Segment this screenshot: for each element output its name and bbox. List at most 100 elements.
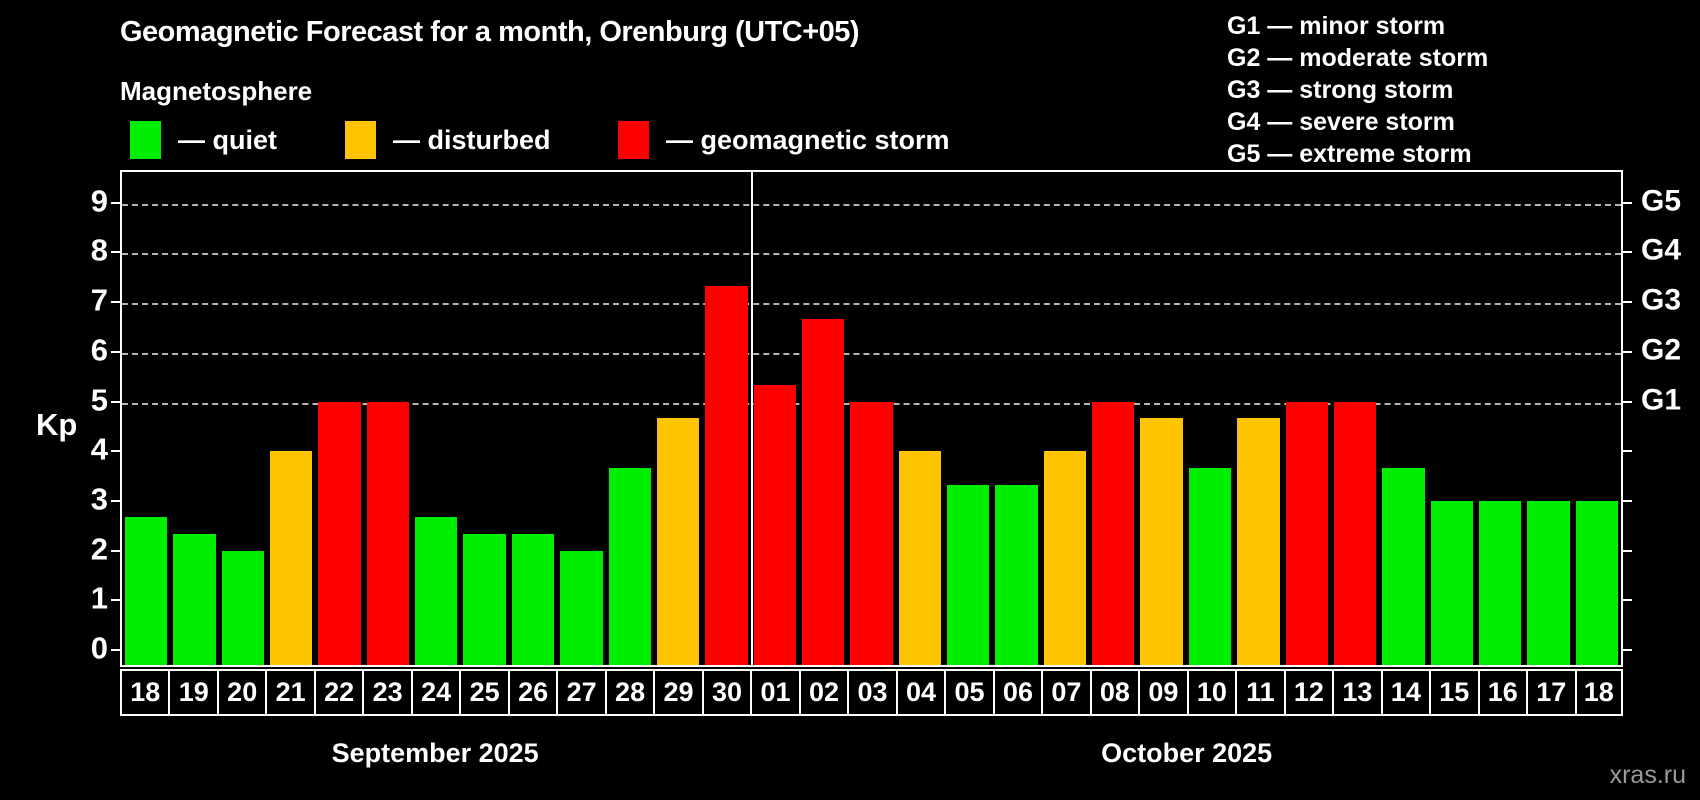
bar-slot-Sep-21 [267, 172, 315, 665]
y-tick-label-4: 4 [90, 431, 108, 467]
y-axis-title: Kp [36, 407, 78, 442]
kp-bar-Sep-18 [125, 517, 168, 665]
y-tick-right-4 [1623, 450, 1632, 453]
bar-slot-Oct-08 [1089, 172, 1137, 665]
bar-slot-Oct-06 [992, 172, 1040, 665]
day-label-Oct-04: 04 [895, 669, 945, 716]
legend-item-geomagnetic-storm: — geomagnetic storm [618, 120, 950, 160]
legend-label-geomagnetic-storm: — geomagnetic storm [666, 124, 950, 155]
day-label-Oct-02: 02 [798, 669, 848, 716]
legend-item-quiet: — quiet [130, 120, 277, 160]
kp-bar-Oct-17 [1527, 500, 1570, 665]
day-label-Sep-21: 21 [265, 669, 314, 716]
y-tick-right-1 [1623, 599, 1632, 602]
day-label-Oct-06: 06 [992, 669, 1042, 716]
right-axis-label-G4: G4 [1641, 234, 1682, 268]
y-tick-right-8 [1623, 251, 1632, 254]
kp-bar-Oct-08 [1092, 401, 1135, 665]
kp-bar-Oct-06 [995, 484, 1038, 665]
gridline-kp8 [122, 253, 1621, 256]
gridline-kp6 [122, 352, 1621, 355]
x-axis-day-labels: 18 19 20 21 22 23 24 25 26 27 28 29 30 01 02 03 04 05 06 07… [120, 669, 1623, 716]
kp-bar-Sep-27 [560, 550, 603, 665]
kp-bar-Oct-13 [1333, 401, 1377, 665]
day-label-Oct-16: 16 [1477, 669, 1527, 716]
bar-slot-Oct-17 [1524, 172, 1572, 665]
day-label-Sep-24: 24 [410, 669, 460, 716]
right-axis-label-G2: G2 [1641, 333, 1682, 367]
day-label-Oct-10: 10 [1186, 669, 1236, 716]
y-tick-left-1 [111, 599, 120, 602]
legend-swatch-disturbed [345, 121, 376, 159]
day-label-Sep-28: 28 [604, 669, 654, 716]
day-label-Sep-25: 25 [459, 669, 508, 716]
bar-slot-Oct-02 [799, 172, 847, 665]
y-tick-label-7: 7 [90, 282, 108, 318]
day-label-Oct-11: 11 [1235, 669, 1284, 716]
kp-bar-Oct-12 [1285, 401, 1328, 665]
day-label-Sep-26: 26 [507, 669, 557, 716]
y-tick-label-2: 2 [90, 531, 108, 567]
y-tick-right-6 [1623, 350, 1632, 353]
y-tick-label-6: 6 [90, 332, 108, 368]
y-tick-right-0 [1623, 649, 1632, 651]
day-label-Sep-23: 23 [362, 669, 411, 716]
y-tick-left-0 [111, 649, 120, 651]
month-label-september: September 2025 [331, 738, 539, 768]
bar-slot-Oct-03 [847, 172, 895, 665]
y-tick-left-9 [111, 201, 120, 204]
kp-bar-Oct-10 [1188, 467, 1232, 665]
kp-bar-Sep-20 [221, 550, 265, 665]
bar-slot-Oct-07 [1041, 172, 1089, 665]
y-tick-label-5: 5 [90, 382, 108, 418]
day-label-Oct-08: 08 [1089, 669, 1139, 716]
bar-slot-Oct-01 [751, 172, 799, 665]
bar-slot-Sep-20 [219, 172, 267, 665]
y-tick-label-0: 0 [90, 630, 108, 666]
storm-scale-legend: G1 — minor storm G2 — moderate storm G3 — … [1227, 10, 1488, 170]
right-axis-label-G1: G1 [1641, 383, 1682, 417]
chart-title: Geomagnetic Forecast for a month, Orenbu… [120, 16, 860, 48]
bar-slot-Oct-15 [1428, 172, 1476, 665]
kp-bar-Oct-04 [898, 451, 942, 665]
y-tick-right-3 [1623, 499, 1632, 502]
month-divider-line [750, 172, 753, 665]
y-tick-left-4 [111, 450, 120, 453]
kp-bar-Sep-24 [415, 517, 458, 665]
kp-bar-Sep-23 [366, 401, 410, 665]
kp-bar-Sep-22 [318, 401, 361, 665]
day-label-Sep-18: 18 [120, 669, 169, 716]
kp-bar-Oct-14 [1382, 467, 1425, 665]
kp-bar-Oct-09 [1140, 417, 1183, 665]
bar-slot-Sep-22 [315, 172, 363, 665]
bar-slot-Oct-04 [896, 172, 944, 665]
bar-slot-Oct-05 [944, 172, 992, 665]
right-axis-label-G3: G3 [1641, 283, 1682, 317]
bar-slot-Sep-26 [509, 172, 557, 665]
bar-slot-Sep-28 [606, 172, 654, 665]
gridline-kp7 [122, 303, 1621, 306]
storm-scale-line-4: G4 — severe storm [1227, 108, 1455, 136]
kp-bar-Oct-07 [1043, 451, 1087, 665]
bar-slot-Oct-18 [1573, 172, 1621, 665]
watermark: xras.ru [1609, 761, 1686, 789]
bar-slot-Oct-11 [1234, 172, 1282, 665]
y-tick-label-8: 8 [90, 232, 108, 268]
bar-slot-Oct-13 [1331, 172, 1379, 665]
bar-slot-Oct-16 [1476, 172, 1524, 665]
plot-area [111, 170, 1632, 667]
day-label-Sep-29: 29 [653, 669, 702, 716]
kp-bar-Oct-02 [801, 318, 845, 665]
day-label-Sep-22: 22 [313, 669, 363, 716]
kp-bar-Sep-25 [463, 534, 506, 665]
legend-item-disturbed: — disturbed [345, 120, 551, 160]
day-label-Sep-27: 27 [556, 669, 605, 716]
day-label-Oct-15: 15 [1429, 669, 1478, 716]
legend-label-quiet: — quiet [178, 124, 277, 155]
bar-slot-Oct-09 [1137, 172, 1185, 665]
y-tick-left-2 [111, 549, 120, 552]
right-axis-label-G5: G5 [1641, 184, 1682, 218]
day-label-Oct-18: 18 [1574, 669, 1623, 716]
y-tick-right-9 [1623, 201, 1632, 204]
